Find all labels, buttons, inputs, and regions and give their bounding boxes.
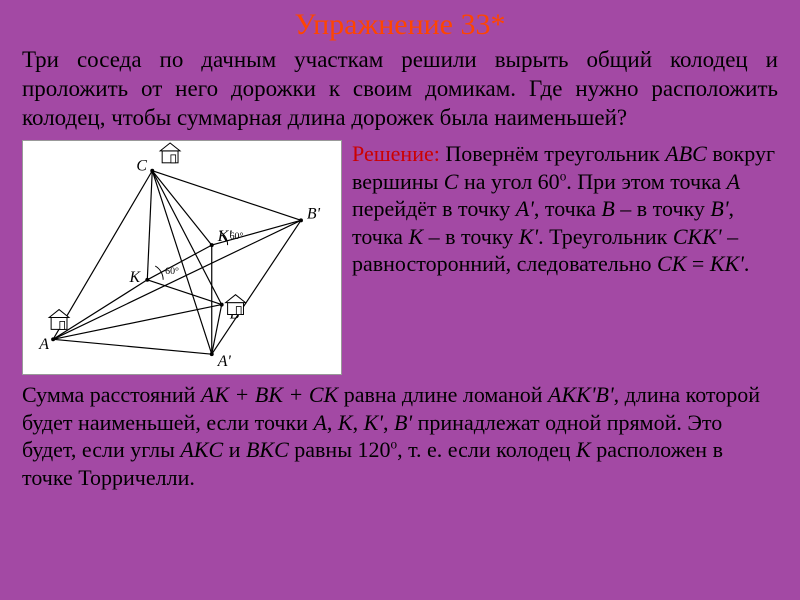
svg-text:B': B' [307, 206, 321, 223]
svg-text:C: C [136, 158, 147, 175]
svg-text:K': K' [217, 228, 233, 245]
problem-text: Три соседа по дачным участкам решили выр… [0, 42, 800, 140]
svg-text:A': A' [217, 353, 232, 370]
svg-text:A: A [38, 336, 49, 353]
solution-label: Решение: [352, 141, 440, 166]
solution-text: Решение: Повернём треугольник ABC вокруг… [352, 140, 778, 375]
solution-continued: Сумма расстояний AK + BK + CK равна длин… [0, 375, 800, 491]
content-row: 60°60°ABCA'B'KK' Решение: Повернём треуг… [0, 140, 800, 375]
geometry-diagram: 60°60°ABCA'B'KK' [22, 140, 342, 375]
svg-text:K: K [128, 269, 141, 286]
page-title: Упражнение 33* [0, 0, 800, 42]
svg-text:60°: 60° [165, 266, 179, 277]
